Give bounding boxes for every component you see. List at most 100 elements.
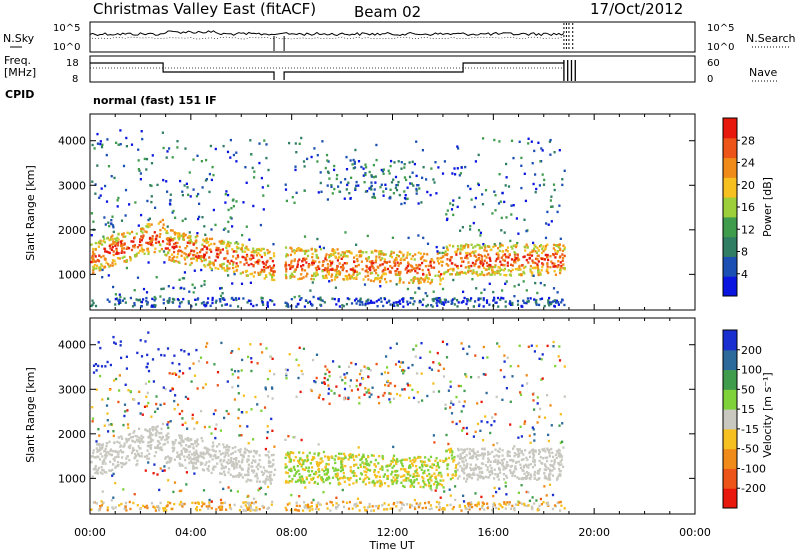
- scatter-cell: [458, 400, 461, 403]
- scatter-cell: [302, 509, 305, 512]
- scatter-cell: [319, 457, 322, 461]
- scatter-cell: [446, 270, 450, 273]
- scatter-cell: [229, 156, 232, 159]
- scatter-cell: [168, 300, 171, 303]
- scatter-cell: [232, 266, 235, 270]
- scatter-cell: [338, 365, 341, 368]
- scatter-cell: [365, 459, 368, 463]
- scatter-cell: [439, 363, 442, 366]
- scatter-cell: [240, 434, 243, 437]
- scatter-cell: [199, 461, 202, 464]
- scatter-cell: [484, 415, 487, 418]
- scatter-cell: [520, 477, 523, 481]
- scatter-cell: [468, 501, 471, 505]
- scatter-cell: [109, 469, 112, 472]
- scatter-cell: [386, 469, 389, 472]
- scatter-cell: [95, 388, 98, 391]
- scatter-cell: [147, 218, 150, 222]
- scatter-cell: [288, 453, 291, 456]
- scatter-cell: [111, 261, 114, 265]
- scatter-cell: [126, 423, 130, 426]
- scatter-cell: [509, 300, 512, 303]
- scatter-cell: [330, 275, 333, 278]
- scatter-cell: [199, 356, 203, 359]
- scatter-cell: [166, 441, 169, 444]
- scatter-cell: [473, 473, 476, 476]
- scatter-cell: [318, 245, 321, 248]
- scatter-cell: [389, 392, 392, 395]
- scatter-cell: [334, 286, 337, 289]
- scatter-cell: [443, 272, 446, 276]
- scatter-cell: [375, 300, 378, 303]
- scatter-cell: [559, 474, 562, 477]
- scatter-cell: [195, 509, 199, 512]
- scatter-cell: [180, 453, 183, 456]
- scatter-cell: [405, 178, 408, 182]
- scatter-cell: [540, 147, 543, 150]
- scatter-cell: [117, 196, 120, 200]
- scatter-cell: [465, 243, 468, 246]
- scatter-cell: [372, 192, 375, 196]
- scatter-cell: [353, 162, 356, 165]
- scatter-cell: [373, 301, 376, 304]
- scatter-cell: [348, 500, 351, 504]
- scatter-cell: [200, 505, 203, 508]
- scatter-cell: [546, 268, 549, 271]
- scatter-cell: [468, 475, 471, 479]
- scatter-cell: [117, 455, 120, 458]
- scatter-cell: [115, 141, 118, 144]
- scatter-cell: [237, 460, 240, 463]
- scatter-cell: [162, 443, 165, 446]
- scatter-cell: [336, 276, 339, 279]
- scatter-cell: [421, 399, 424, 402]
- scatter-cell: [175, 373, 178, 376]
- scatter-cell: [317, 452, 320, 455]
- scatter-cell: [557, 461, 560, 465]
- scatter-cell: [286, 453, 289, 456]
- scatter-cell: [234, 242, 237, 245]
- scatter-cell: [536, 509, 539, 512]
- scatter-cell: [180, 449, 183, 453]
- scatter-cell: [125, 260, 128, 263]
- scatter-cell: [479, 454, 482, 457]
- scatter-cell: [233, 467, 236, 470]
- scatter-cell: [163, 469, 166, 472]
- scatter-cell: [554, 453, 557, 456]
- scatter-cell: [346, 297, 349, 300]
- scatter-cell: [194, 239, 197, 243]
- scatter-cell: [97, 428, 100, 431]
- scatter-cell: [368, 260, 372, 263]
- scatter-cell: [517, 232, 520, 235]
- scatter-cell: [474, 250, 477, 253]
- scatter-cell: [173, 231, 176, 235]
- scatter-cell: [447, 456, 451, 460]
- scatter-cell: [166, 225, 169, 228]
- scatter-cell: [192, 362, 195, 365]
- scatter-cell: [523, 218, 526, 221]
- scatter-cell: [223, 446, 226, 449]
- scatter-cell: [523, 420, 527, 423]
- scatter-cell: [357, 453, 361, 457]
- scatter-cell: [407, 263, 410, 266]
- scatter-cell: [530, 449, 533, 452]
- scatter-cell: [368, 395, 371, 399]
- scatter-cell: [409, 459, 412, 463]
- scatter-cell: [474, 463, 478, 467]
- scatter-cell: [230, 452, 233, 456]
- scatter-cell: [209, 144, 212, 148]
- scatter-cell: [104, 250, 107, 253]
- scatter-cell: [365, 509, 368, 512]
- scatter-cell: [403, 388, 406, 391]
- scatter-cell: [506, 501, 509, 504]
- scatter-cell: [135, 438, 138, 441]
- scatter-cell: [385, 261, 389, 264]
- scatter-cell: [195, 466, 199, 470]
- scatter-cell: [551, 451, 554, 454]
- scatter-cell: [409, 506, 412, 509]
- scatter-cell: [136, 462, 139, 466]
- scatter-cell: [253, 497, 256, 500]
- scatter-cell: [503, 354, 506, 357]
- scatter-cell: [549, 470, 552, 473]
- scatter-cell: [220, 341, 223, 345]
- scatter-cell: [123, 255, 126, 258]
